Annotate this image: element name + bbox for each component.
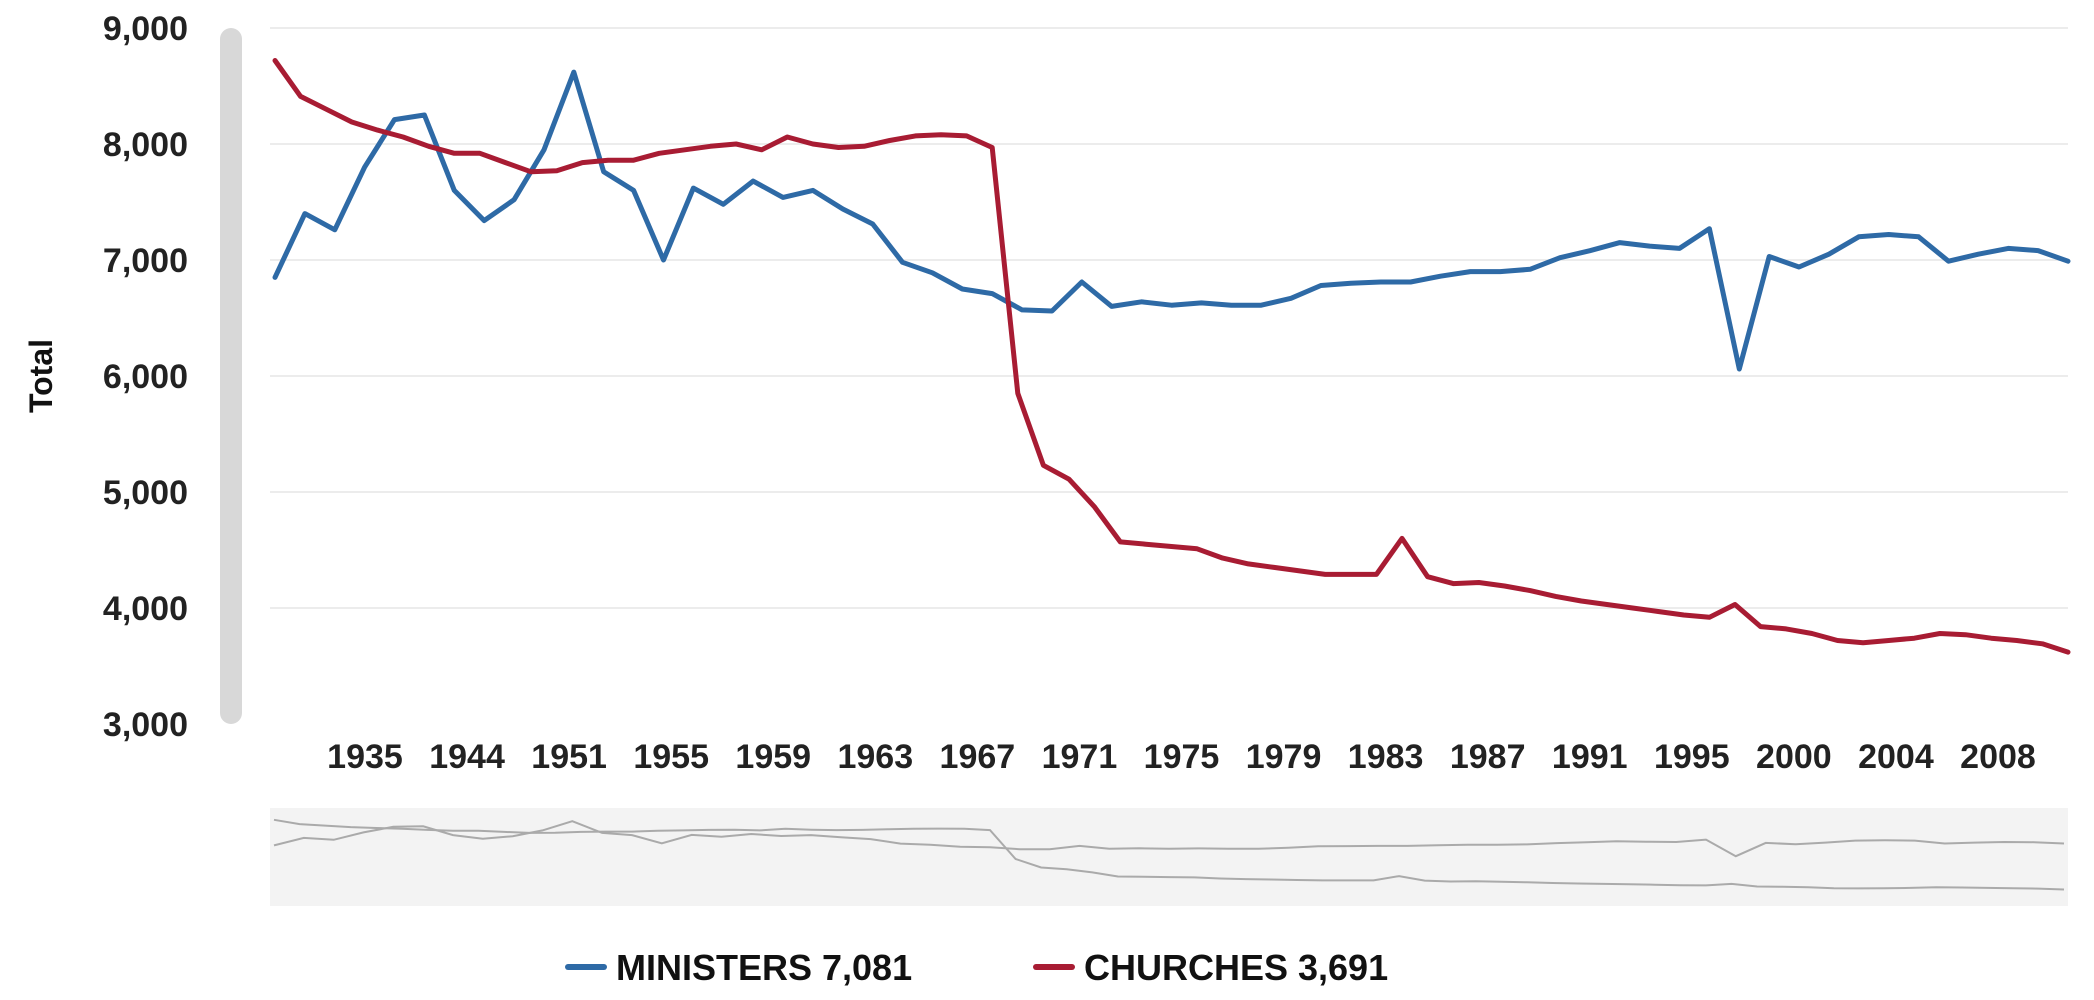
navigator-background[interactable] (270, 808, 2068, 906)
legend-item-ministers[interactable]: MINISTERS 7,081 (565, 947, 912, 988)
series-line-ministers[interactable] (272, 69, 2071, 372)
x-tick-label: 1959 (735, 738, 811, 776)
x-tick-label: 1971 (1042, 738, 1118, 776)
series-line-churches[interactable] (272, 58, 2071, 655)
y-tick-label: 3,000 (103, 706, 188, 744)
x-tick-label: 1963 (837, 738, 913, 776)
legend-label: CHURCHES 3,691 (1084, 947, 1388, 988)
x-tick-label: 1987 (1450, 738, 1526, 776)
x-tick-label: 2004 (1858, 738, 1934, 776)
legend-item-churches[interactable]: CHURCHES 3,691 (1033, 947, 1388, 988)
x-tick-label: 2008 (1960, 738, 2036, 776)
x-tick-label: 2000 (1756, 738, 1832, 776)
navigator[interactable] (270, 808, 2068, 906)
x-tick-label: 1991 (1552, 738, 1628, 776)
y-tick-label: 4,000 (103, 590, 188, 628)
navigator-series-churches (273, 818, 2065, 891)
x-tick-label: 1944 (429, 738, 505, 776)
x-tick-label: 1979 (1246, 738, 1322, 776)
x-tick-label: 1983 (1348, 738, 1424, 776)
y-tick-label: 7,000 (103, 242, 188, 280)
y-tick-label: 8,000 (103, 126, 188, 164)
x-tick-label: 1955 (633, 738, 709, 776)
navigator-series-ministers (273, 820, 2065, 858)
y-tick-label: 5,000 (103, 474, 188, 512)
x-tick-label: 1975 (1144, 738, 1220, 776)
legend-label: MINISTERS 7,081 (616, 947, 912, 988)
x-axis-ticks: 1935 1944 1951 1955 1959 1963 1967 1971 1975 1979… (327, 738, 2036, 776)
legend: MINISTERS 7,081 CHURCHES 3,691 (565, 947, 1388, 988)
grid-lines (270, 27, 2068, 609)
y-axis-ticks: 3,000 4,000 5,000 6,000 7,000 8,000 9,000 (103, 10, 188, 744)
x-tick-label: 1995 (1654, 738, 1730, 776)
y-axis-title: Total (23, 339, 59, 413)
x-tick-label: 1951 (531, 738, 607, 776)
y-tick-label: 6,000 (103, 358, 188, 396)
y-scrollbar-track[interactable] (220, 28, 242, 724)
y-tick-label: 9,000 (103, 10, 188, 48)
series-lines (272, 58, 2071, 655)
x-tick-label: 1935 (327, 738, 403, 776)
x-tick-label: 1967 (940, 738, 1016, 776)
